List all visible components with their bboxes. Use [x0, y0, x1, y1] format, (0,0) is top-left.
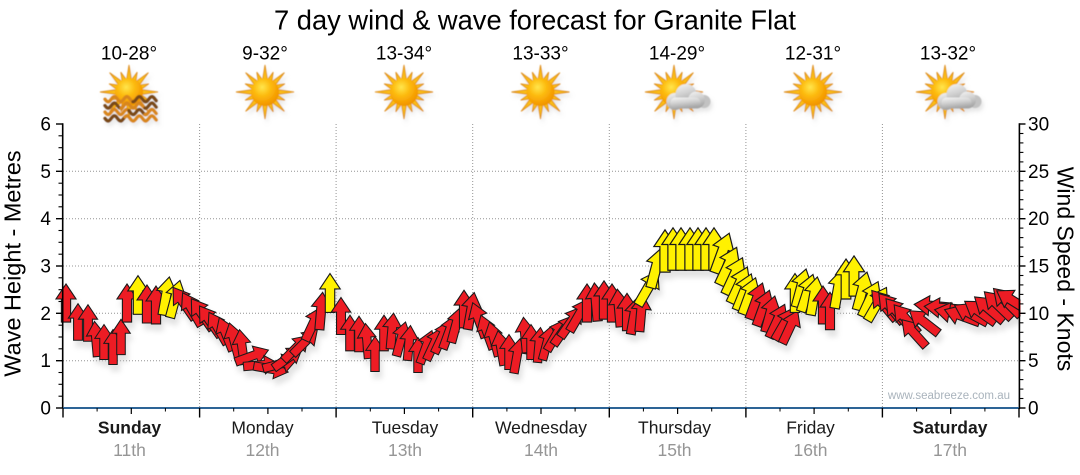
- svg-text:0: 0: [1028, 399, 1039, 420]
- svg-text:10-28°: 10-28°: [101, 44, 157, 65]
- svg-text:11th: 11th: [113, 440, 146, 460]
- svg-text:Sunday: Sunday: [98, 418, 161, 438]
- svg-text:14th: 14th: [524, 440, 558, 460]
- svg-text:13-34°: 13-34°: [376, 44, 432, 65]
- svg-text:13-33°: 13-33°: [512, 44, 568, 65]
- svg-text:14-29°: 14-29°: [649, 44, 705, 65]
- svg-text:10: 10: [1028, 304, 1049, 325]
- svg-text:0: 0: [40, 399, 51, 420]
- svg-text:7 day wind & wave forecast for: 7 day wind & wave forecast for Granite F…: [274, 5, 796, 36]
- svg-text:5: 5: [40, 162, 51, 183]
- svg-text:Friday: Friday: [786, 418, 835, 438]
- svg-text:Wind Speed - Knots: Wind Speed - Knots: [1053, 167, 1079, 372]
- svg-text:12-31°: 12-31°: [785, 44, 841, 65]
- svg-text:1: 1: [40, 351, 51, 372]
- svg-text:25: 25: [1028, 162, 1049, 183]
- svg-text:12th: 12th: [245, 440, 279, 460]
- svg-text:4: 4: [40, 209, 51, 230]
- svg-text:Monday: Monday: [231, 418, 294, 438]
- svg-text:30: 30: [1028, 115, 1049, 136]
- svg-text:Wednesday: Wednesday: [495, 418, 587, 438]
- svg-text:15th: 15th: [657, 440, 691, 460]
- svg-text:3: 3: [40, 257, 51, 278]
- svg-text:16th: 16th: [793, 440, 827, 460]
- svg-text:17th: 17th: [933, 440, 967, 460]
- svg-text:13-32°: 13-32°: [920, 44, 976, 65]
- svg-text:Saturday: Saturday: [913, 418, 988, 438]
- svg-text:15: 15: [1028, 257, 1049, 278]
- svg-text:Wave Height - Metres: Wave Height - Metres: [0, 150, 26, 376]
- svg-text:Tuesday: Tuesday: [372, 418, 439, 438]
- svg-text:5: 5: [1028, 351, 1039, 372]
- svg-text:2: 2: [40, 304, 51, 325]
- svg-text:20: 20: [1028, 209, 1049, 230]
- svg-text:www.seabreeze.com.au: www.seabreeze.com.au: [887, 390, 1010, 402]
- svg-text:Thursday: Thursday: [638, 418, 711, 438]
- svg-text:9-32°: 9-32°: [242, 44, 288, 65]
- svg-text:6: 6: [40, 115, 51, 136]
- svg-text:13th: 13th: [388, 440, 422, 460]
